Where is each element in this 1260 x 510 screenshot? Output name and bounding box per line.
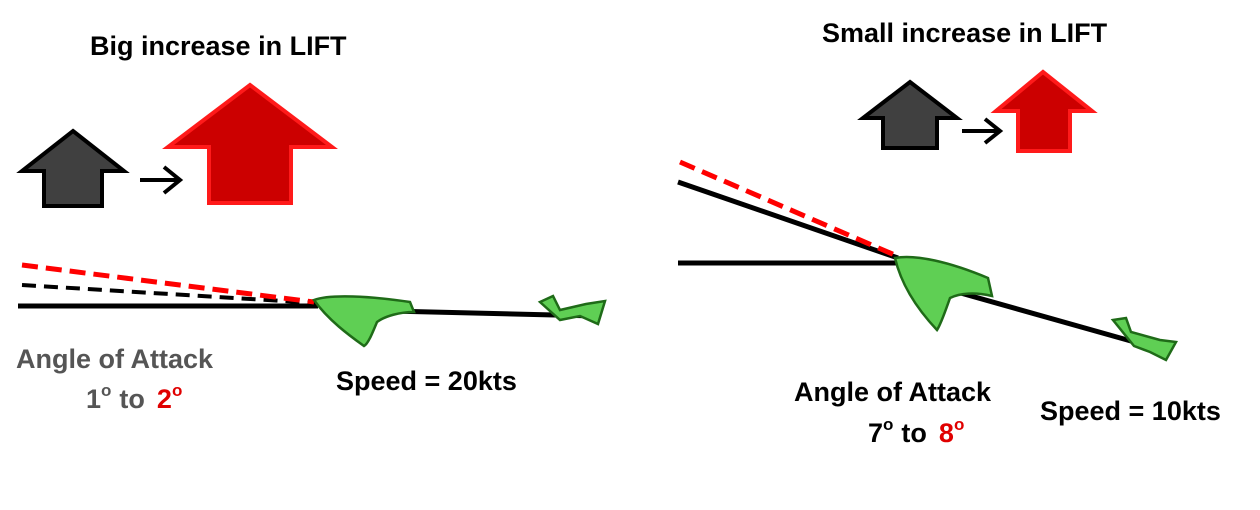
left-glider-icon xyxy=(312,294,607,348)
right-initial-aoa-line xyxy=(677,179,899,261)
left-transition-right-arrow-icon xyxy=(140,165,184,195)
right-aoa-target: 8 xyxy=(939,418,954,448)
left-aoa-from-degree: o xyxy=(101,381,111,400)
left-aoa-target: 2 xyxy=(157,384,172,414)
left-initial-aoa-line xyxy=(21,283,317,305)
left-aoa-values: 1o to 2o xyxy=(86,381,182,414)
right-aoa-target-degree: o xyxy=(954,415,964,434)
left-title: Big increase in LIFT xyxy=(90,31,347,61)
left-increased-aoa-line xyxy=(21,262,315,305)
left-aoa-label: Angle of Attack xyxy=(16,344,214,374)
left-panel: Big increase in LIFT Angle of Attack 1o t… xyxy=(16,31,607,414)
right-title: Small increase in LIFT xyxy=(822,18,1108,48)
right-after-lift-arrow-icon xyxy=(990,69,1098,153)
right-increased-aoa-line xyxy=(679,159,898,259)
right-aoa-label: Angle of Attack xyxy=(794,377,992,407)
right-transition-right-arrow-icon xyxy=(962,117,1004,145)
right-speed-label: Speed = 10kts xyxy=(1040,396,1221,426)
left-after-lift-arrow-icon xyxy=(162,82,338,205)
left-aoa-target-degree: o xyxy=(172,381,182,400)
left-before-lift-arrow-icon xyxy=(16,128,130,208)
left-aoa-from: 1 xyxy=(86,384,101,414)
right-aoa-from: 7 xyxy=(868,418,883,448)
right-panel: Small increase in LIFT Angle of Attack 7… xyxy=(677,18,1221,448)
left-aoa-to-word: to xyxy=(119,384,144,414)
left-speed-label: Speed = 20kts xyxy=(336,366,517,396)
right-aoa-from-degree: o xyxy=(883,415,893,434)
right-before-lift-arrow-icon xyxy=(857,79,963,150)
right-glider-icon xyxy=(893,255,1178,362)
right-aoa-values: 7o to 8o xyxy=(868,415,964,448)
right-aoa-to-word: to xyxy=(901,418,926,448)
